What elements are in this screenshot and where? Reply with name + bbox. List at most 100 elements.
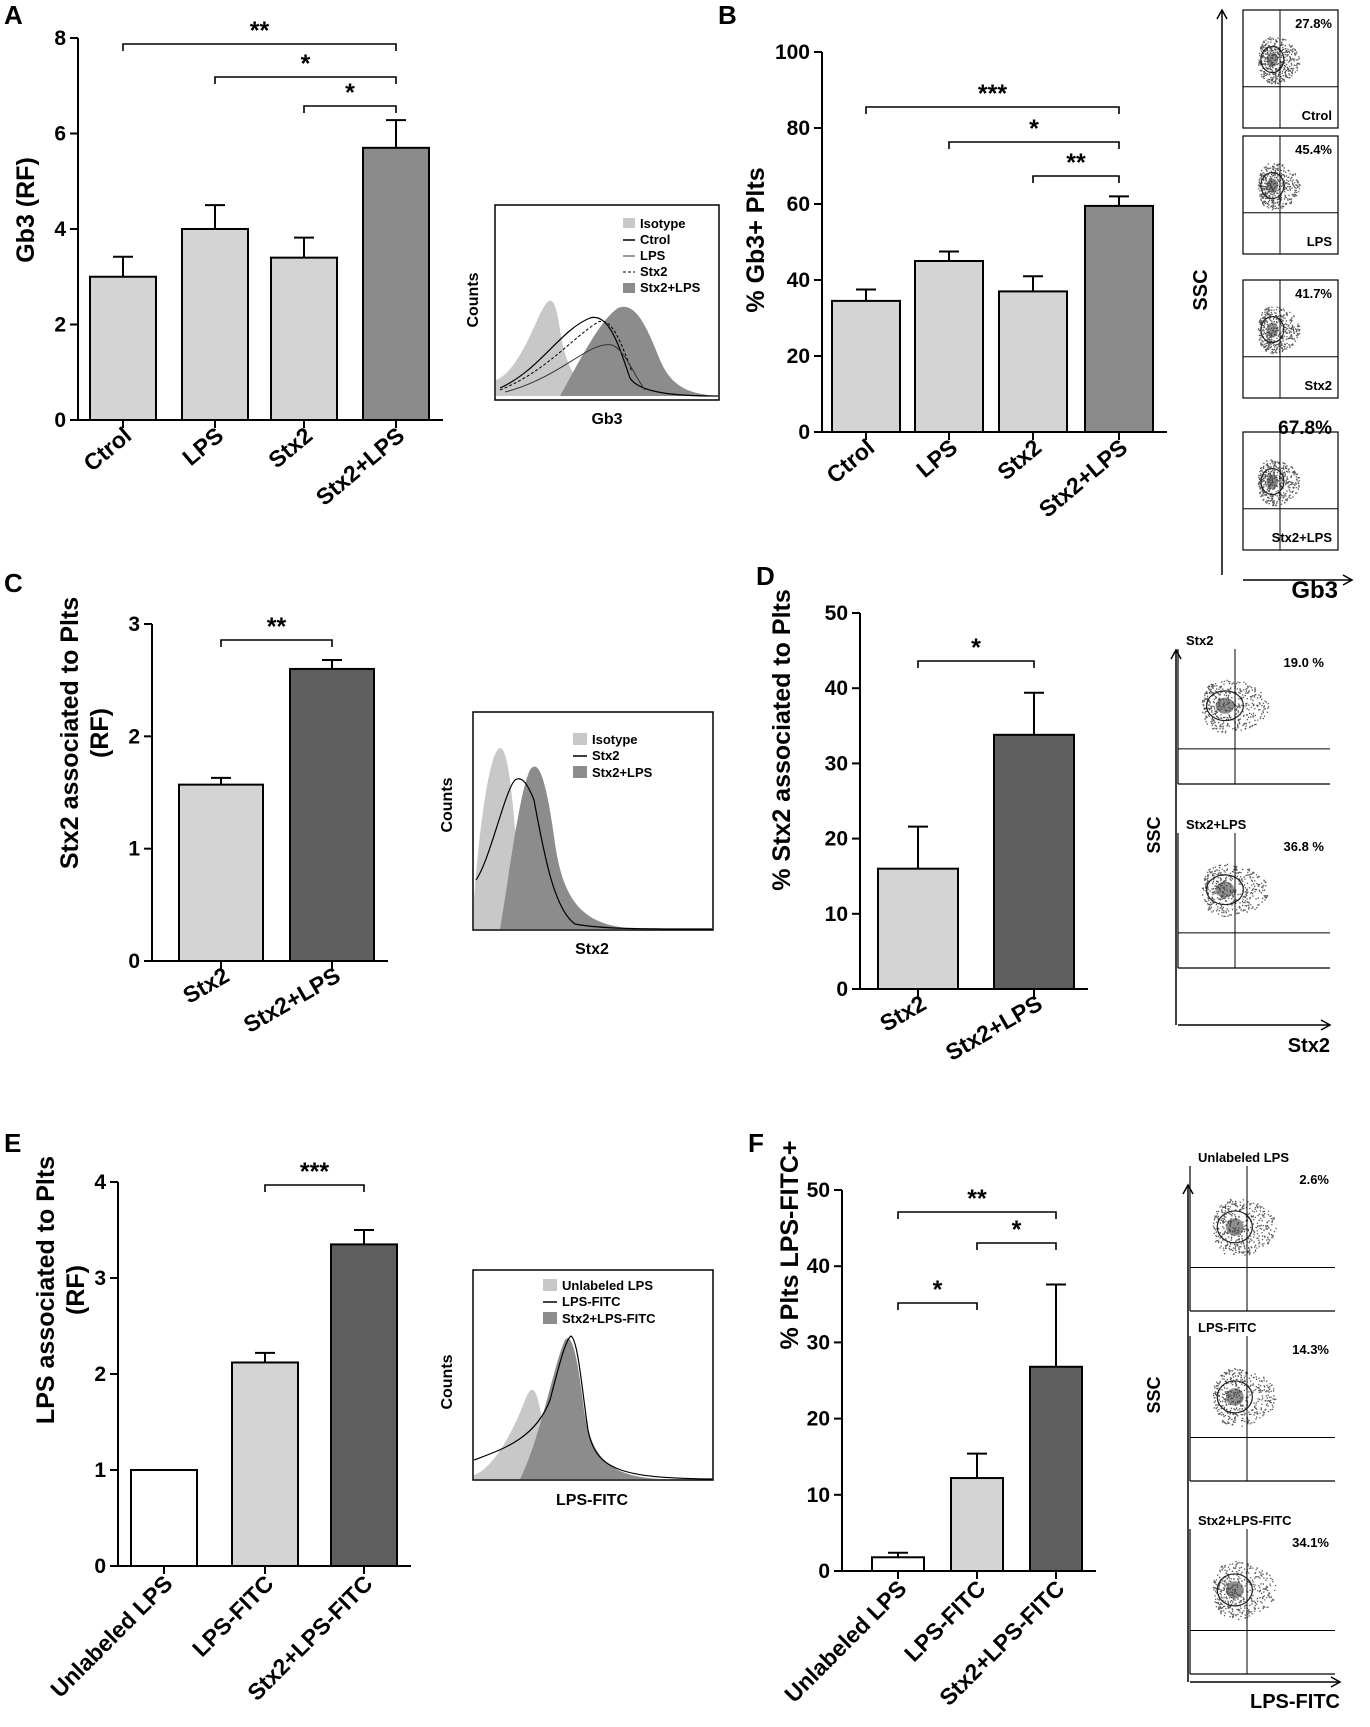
- category-label: Ctrol: [821, 434, 879, 488]
- y-tick-label: 1: [94, 1459, 106, 1482]
- histogram-e-frame: [472, 1269, 714, 1481]
- bar: [289, 667, 375, 963]
- dotplot-f-xlabel: LPS-FITC: [1250, 1691, 1340, 1713]
- dotplot-frame: [1242, 431, 1339, 551]
- histogram-e-ylabel: Counts: [439, 1354, 456, 1409]
- event-dots: [1212, 1561, 1277, 1621]
- dotplot-group-b: 27.8% Ctrol 45.4% LPS 41.7% Stx2 67.8% Stx2+LPS: [1216, 8, 1354, 586]
- legend-label-isotype: Isotype: [592, 732, 638, 747]
- significance-bracket: [897, 1211, 1057, 1219]
- arrow-up-icon: [1170, 648, 1182, 660]
- density-core: [1266, 322, 1279, 337]
- y-tick-label: 0: [798, 421, 810, 444]
- significance-label: **: [250, 17, 270, 45]
- dotplot-b-3: 67.8% Stx2+LPS: [1242, 418, 1339, 551]
- significance-bracket: [865, 106, 1120, 114]
- y-tick-label: 50: [825, 602, 848, 625]
- bar-chart-c: 0 1 2 3 Stx2 Stx2+LPS **: [128, 613, 388, 1038]
- event-dots: [1212, 1199, 1277, 1256]
- bar: [993, 733, 1075, 990]
- legend-swatch-stx2lps: [623, 283, 635, 293]
- category-label: Stx2: [178, 962, 233, 1009]
- bar: [89, 275, 157, 421]
- event-dots: [1257, 163, 1301, 211]
- panel-letter-e: E: [4, 1128, 21, 1158]
- dotplot-frame: [1242, 9, 1339, 129]
- significance-label: *: [345, 79, 355, 107]
- histogram-a-xlabel: Gb3: [591, 411, 622, 428]
- y-tick-label: 40: [825, 677, 848, 700]
- dotplot-frame: [1242, 135, 1339, 255]
- density-core: [1225, 1218, 1244, 1236]
- y-axis-label-f: % Plts LPS-FITC+: [776, 1140, 804, 1349]
- density-core: [1225, 1388, 1244, 1406]
- y-tick-label: 2: [94, 1363, 106, 1386]
- histogram-e-unlabeled-curve: [474, 1389, 580, 1479]
- y-tick-label: 20: [807, 1408, 830, 1431]
- dotplot-f-0: 2.6% Unlabeled LPS: [1189, 1150, 1335, 1312]
- significance-label: *: [1012, 1216, 1022, 1244]
- category-label: Stx2+LPS: [941, 990, 1046, 1066]
- y-tick-label: 40: [787, 269, 810, 292]
- y-tick-label: 20: [825, 828, 848, 851]
- bar: [181, 228, 249, 421]
- significance-bracket: [122, 43, 397, 51]
- y-tick-label: 40: [807, 1255, 830, 1278]
- y-tick-label: 30: [807, 1331, 830, 1354]
- category-label: Unlabeled LPS: [45, 1570, 177, 1702]
- density-contour: [1260, 315, 1285, 344]
- histogram-c-stx2-curve: [475, 778, 713, 930]
- dotplot-frame: [1242, 279, 1339, 399]
- sample-label: Stx2+LPS: [1272, 530, 1333, 545]
- dotplot-b-ylabel: SSC: [1190, 269, 1212, 310]
- histogram-a-ctrol-curve: [499, 316, 719, 397]
- y-tick-label: 1: [128, 838, 140, 861]
- gate-percentage: 27.8%: [1295, 16, 1332, 31]
- sample-label: Unlabeled LPS: [1198, 1150, 1289, 1165]
- arrow-right-icon: [1320, 1019, 1332, 1031]
- histogram-a: Counts Gb3 Isotype Ctrol LPS Stx2 Stx2+L…: [465, 204, 720, 428]
- sample-label: LPS-FITC: [1198, 1320, 1257, 1335]
- arrow-right-icon: [1330, 1676, 1342, 1688]
- legend-label-unlabeled: Unlabeled LPS: [562, 1278, 653, 1293]
- significance-label: ***: [978, 80, 1007, 108]
- bar: [178, 783, 264, 962]
- y-axis-label-d: % Stx2 associated to Plts: [768, 589, 796, 891]
- category-label: Stx2+LPS: [311, 422, 409, 511]
- dotplot-b-xlabel: Gb3: [1291, 577, 1338, 604]
- event-dots: [1258, 306, 1301, 355]
- bar: [130, 1469, 198, 1567]
- category-label: Ctrol: [78, 422, 136, 476]
- gate-percentage: 67.8%: [1278, 418, 1332, 439]
- significance-label: *: [1029, 115, 1039, 143]
- bar: [877, 867, 959, 990]
- y-tick-label: 0: [128, 950, 140, 973]
- histogram-a-stx2-curve: [499, 320, 633, 391]
- y-tick-label: 2: [54, 314, 66, 337]
- histogram-a-isotype-curve: [496, 300, 600, 396]
- dotplot-d-1: 36.8 % Stx2+LPS: [1177, 817, 1330, 969]
- dotplot-f-ylabel: SSC: [1144, 1376, 1164, 1413]
- y-tick-label: 100: [775, 41, 810, 64]
- histogram-c-ylabel: Counts: [439, 777, 456, 832]
- histogram-c-isotype-curve: [474, 747, 540, 929]
- bar: [871, 1556, 925, 1573]
- gate-percentage: 19.0 %: [1284, 655, 1325, 670]
- arrow-right-icon: [1342, 574, 1354, 586]
- histogram-e-stx2lps-curve: [520, 1338, 660, 1479]
- category-label: Stx2+LPS: [239, 962, 344, 1038]
- legend-label-stx2lpsfitc: Stx2+LPS-FITC: [562, 1311, 656, 1326]
- density-core: [1266, 52, 1279, 67]
- histogram-c-frame: [472, 711, 714, 931]
- sample-label: Stx2: [1305, 378, 1332, 393]
- histogram-c-legend: Isotype Stx2 Stx2+LPS: [573, 732, 653, 780]
- gate-percentage: 36.8 %: [1284, 839, 1325, 854]
- y-tick-label: 2: [128, 725, 140, 748]
- y-axis-label-a: Gb3 (RF): [12, 157, 40, 263]
- histogram-a-ylabel: Counts: [465, 272, 482, 327]
- y-tick-label: 8: [54, 27, 66, 50]
- y-tick-label: 4: [54, 218, 66, 241]
- significance-label: **: [1066, 149, 1086, 177]
